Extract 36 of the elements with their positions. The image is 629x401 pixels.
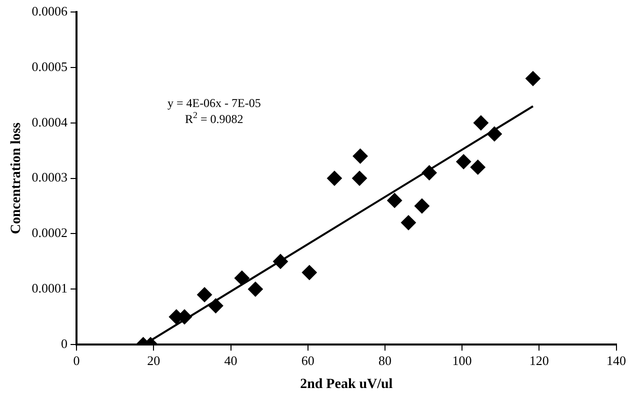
point [525, 71, 540, 86]
point [387, 192, 402, 208]
y-tick-label: 0.0002 [32, 225, 68, 240]
point [234, 270, 250, 286]
x-axis-title: 2nd Peak uV/ul [300, 377, 393, 392]
point [302, 265, 317, 280]
point [414, 198, 430, 214]
point [326, 170, 342, 186]
point [470, 160, 486, 175]
point [248, 282, 263, 297]
y-tick-label: 0 [61, 336, 68, 352]
y-axis-title: Concentration loss [9, 122, 24, 234]
point [352, 148, 368, 164]
point [422, 165, 437, 180]
point [473, 115, 488, 130]
point [272, 254, 288, 269]
annotation: y = 4E-06x - 7E-05 [167, 96, 261, 110]
y-tick-label: 0.0004 [32, 114, 68, 130]
point [352, 170, 368, 186]
y-tick-label: 0.0006 [32, 3, 68, 18]
x-tick-label: 100 [452, 352, 472, 368]
point [456, 154, 472, 170]
x-tick-label: 120 [529, 352, 549, 368]
y-tick-label: 0.0005 [32, 58, 68, 74]
point [197, 287, 212, 302]
point [486, 126, 502, 142]
x-tick-label: 0 [73, 352, 80, 368]
x-tick-label: 80 [378, 352, 392, 368]
x-tick-label: 40 [224, 352, 238, 368]
point [400, 215, 416, 230]
x-tick-label: 60 [301, 352, 314, 368]
y-tick-label: 0.0001 [32, 280, 68, 296]
x-tick-label: 20 [147, 352, 160, 368]
y-tick-label: 0.0003 [32, 170, 68, 185]
point [208, 298, 224, 314]
x-tick-label: 140 [606, 352, 626, 368]
